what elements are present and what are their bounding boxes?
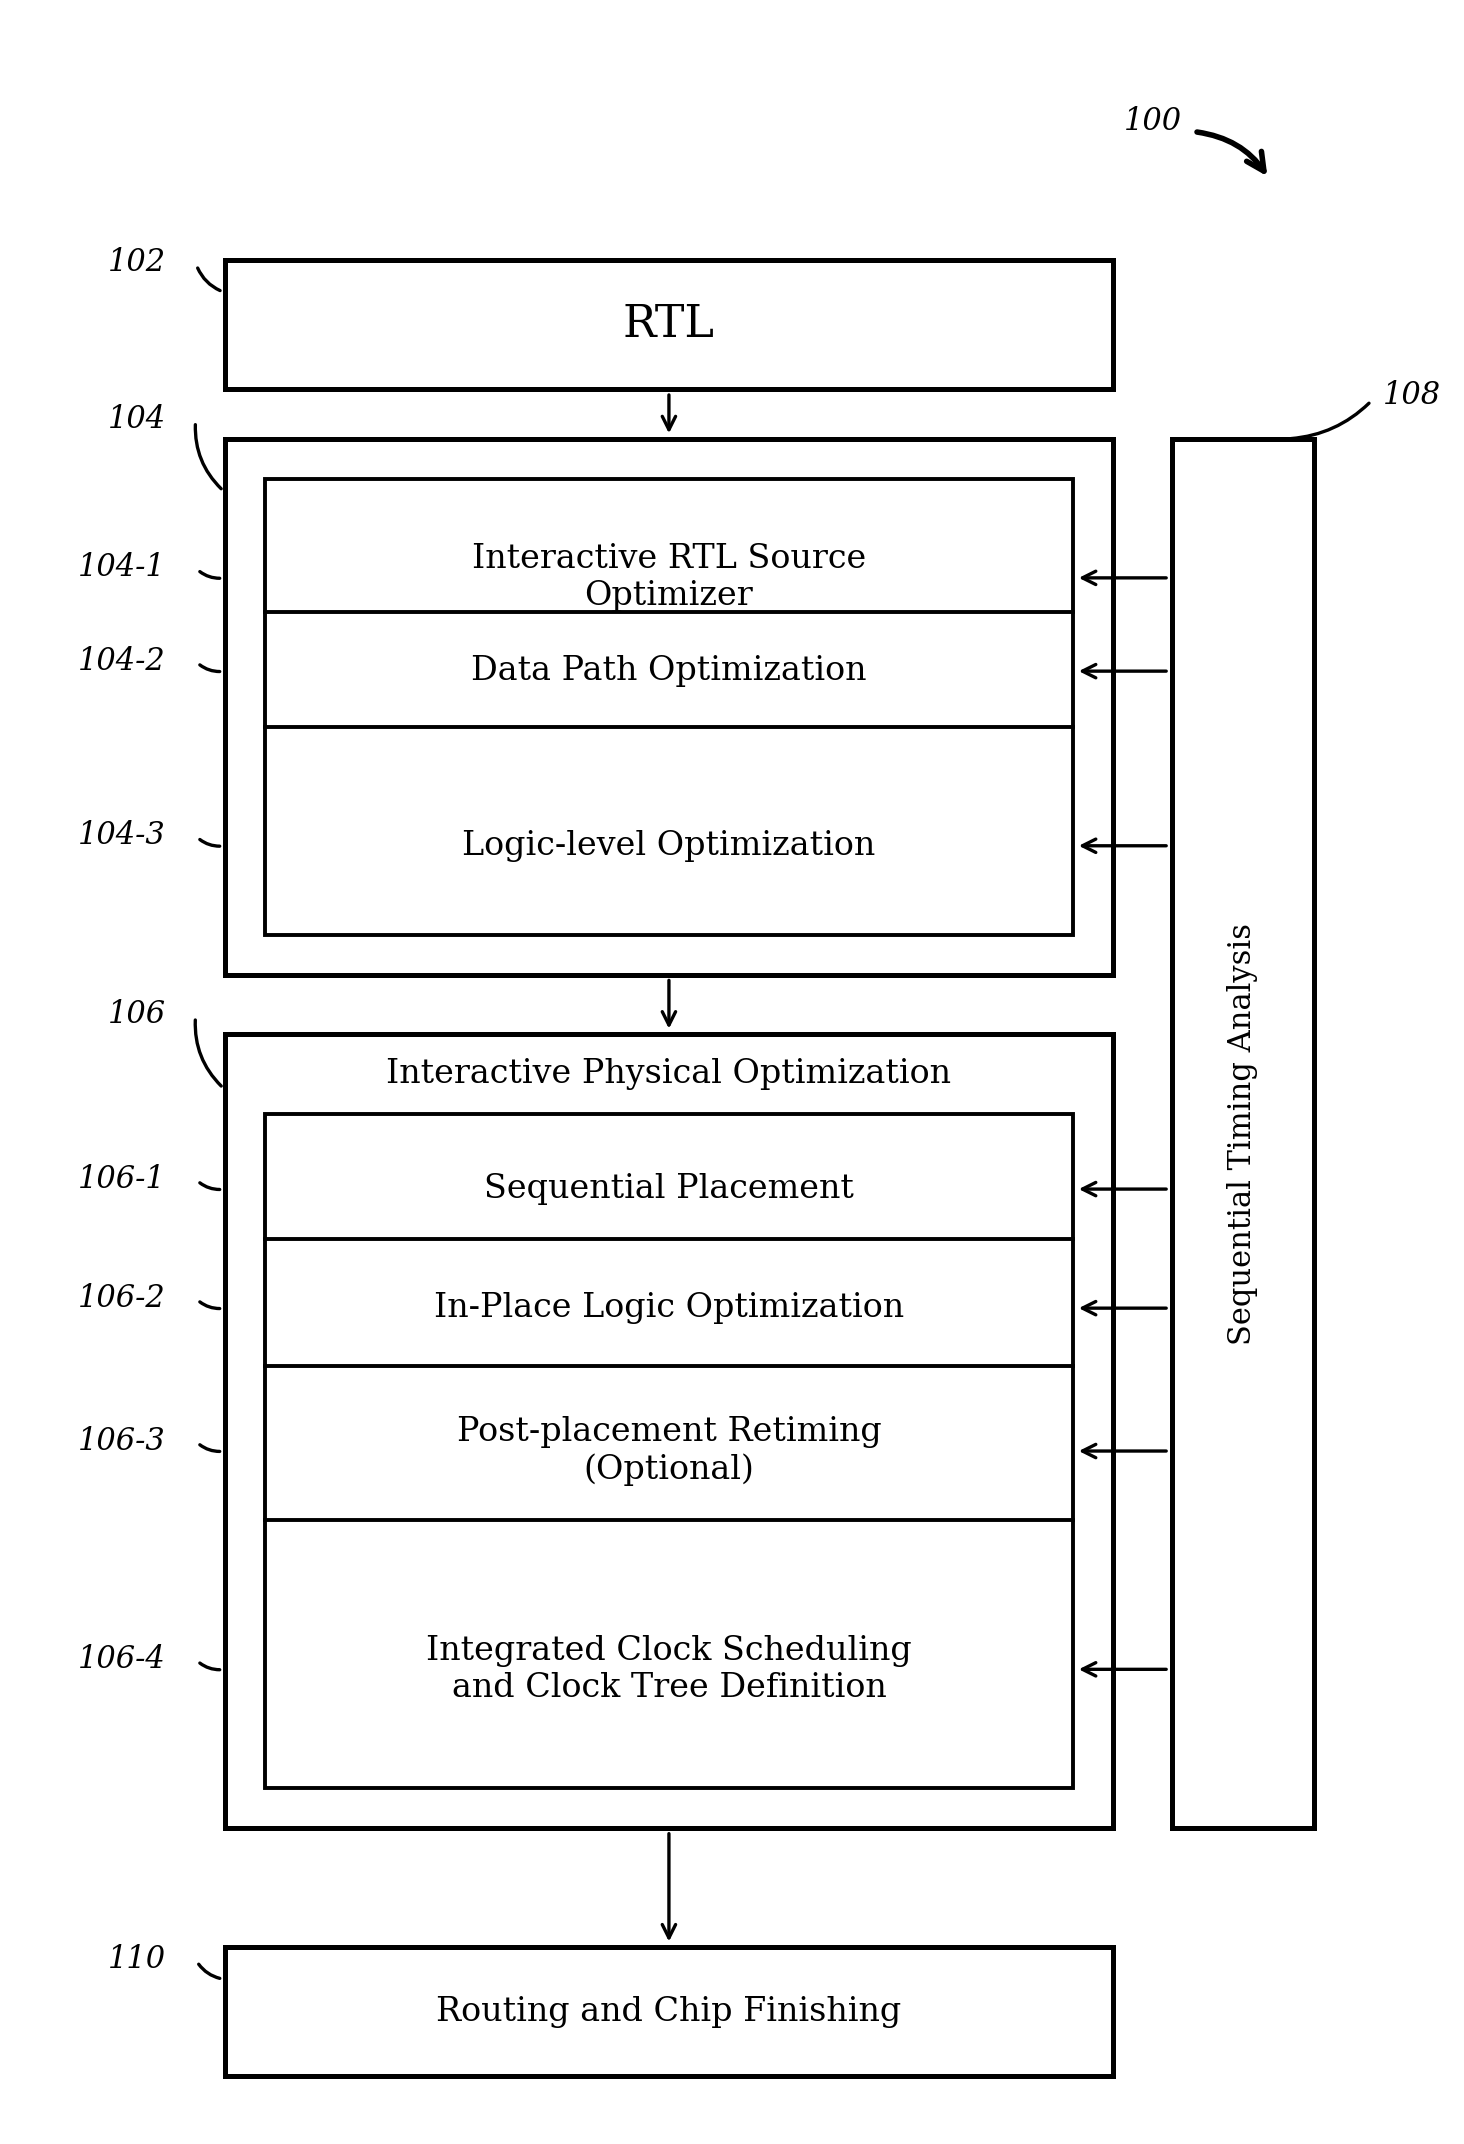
Bar — [265, 1113, 1073, 1788]
Text: 106-3: 106-3 — [79, 1426, 165, 1456]
Bar — [225, 1033, 1113, 1829]
Text: 110: 110 — [108, 1945, 165, 1975]
Text: Integrated Clock Scheduling
and Clock Tree Definition: Integrated Clock Scheduling and Clock Tr… — [426, 1636, 912, 1704]
Text: 100: 100 — [1123, 105, 1181, 137]
Bar — [225, 1947, 1113, 2075]
Text: Sequential Placement: Sequential Placement — [485, 1173, 854, 1205]
Text: Interactive RTL Source
Optimizer: Interactive RTL Source Optimizer — [471, 542, 867, 613]
Text: 108: 108 — [1383, 379, 1441, 412]
Bar — [225, 259, 1113, 390]
Text: Logic-level Optimization: Logic-level Optimization — [463, 830, 875, 862]
Text: RTL: RTL — [624, 302, 714, 347]
Text: 104-3: 104-3 — [79, 821, 165, 851]
Text: 106: 106 — [108, 999, 165, 1029]
Text: Post-placement Retiming
(Optional): Post-placement Retiming (Optional) — [457, 1417, 881, 1486]
Bar — [265, 478, 1073, 935]
Text: 106-2: 106-2 — [79, 1282, 165, 1314]
Text: In-Place Logic Optimization: In-Place Logic Optimization — [433, 1293, 903, 1325]
Text: 106-4: 106-4 — [79, 1644, 165, 1674]
Text: Sequential Timing Analysis: Sequential Timing Analysis — [1227, 922, 1258, 1344]
Text: Data Path Optimization: Data Path Optimization — [471, 656, 867, 686]
Text: Routing and Chip Finishing: Routing and Chip Finishing — [436, 1996, 902, 2028]
Text: 102: 102 — [108, 247, 165, 279]
Text: Interactive Physical Optimization: Interactive Physical Optimization — [386, 1057, 952, 1089]
Bar — [225, 440, 1113, 976]
Text: 106-1: 106-1 — [79, 1164, 165, 1194]
Text: 104-2: 104-2 — [79, 645, 165, 678]
Text: 104: 104 — [108, 403, 165, 435]
Bar — [1171, 440, 1313, 1829]
Text: 104-1: 104-1 — [79, 553, 165, 583]
